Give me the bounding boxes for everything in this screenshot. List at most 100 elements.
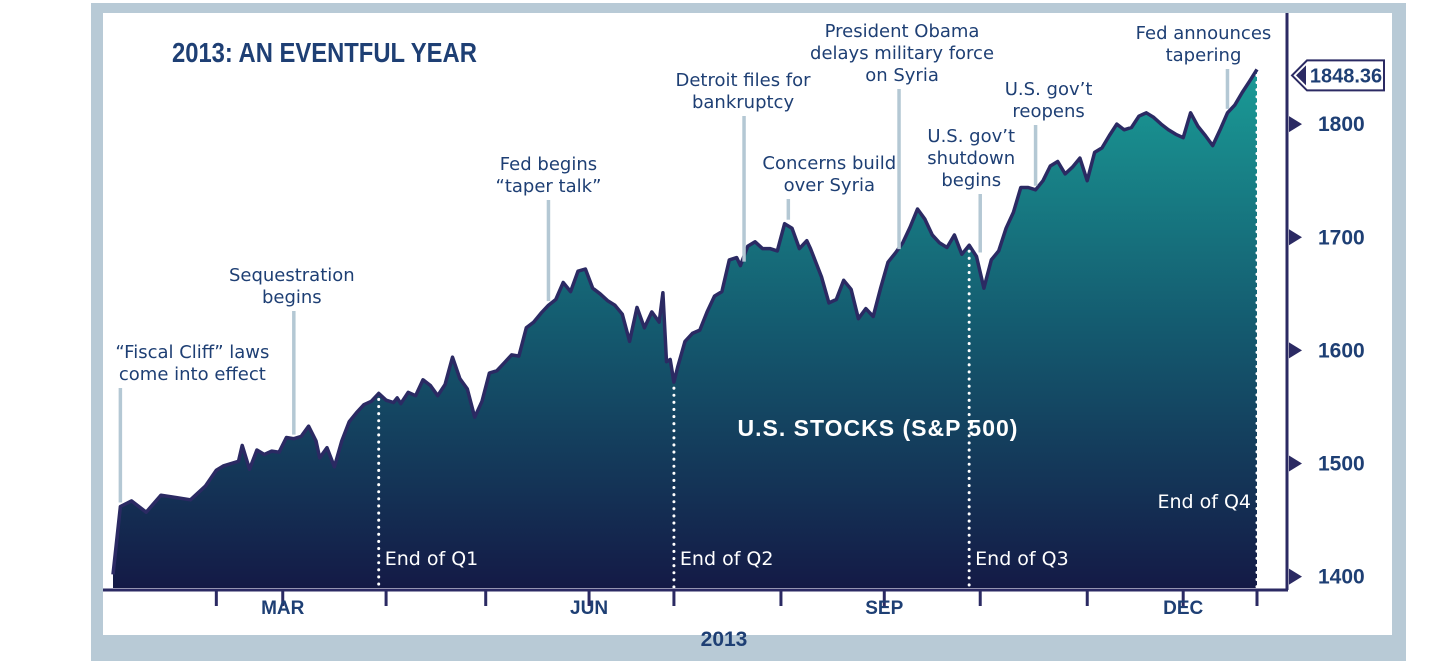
data-point-98 (843, 280, 844, 281)
data-point-60 (585, 268, 586, 269)
data-point-8 (216, 470, 217, 471)
data-point-16 (271, 451, 272, 452)
data-point-35 (400, 403, 401, 404)
data-point-140 (1153, 117, 1154, 118)
data-point-151 (1234, 104, 1235, 105)
series-label: U.S. STOCKS (S&P 500) (738, 415, 1019, 441)
data-point-141 (1161, 124, 1162, 125)
annotation-3-line-2: “taper talk” (496, 176, 602, 197)
data-point-72 (666, 361, 667, 362)
data-point-23 (319, 457, 320, 458)
data-point-51 (518, 356, 519, 357)
right-axis-panel (1287, 13, 1392, 635)
data-point-105 (895, 253, 896, 254)
data-point-78 (699, 330, 700, 331)
data-point-108 (917, 208, 918, 209)
data-point-45 (474, 417, 475, 418)
data-point-43 (459, 378, 460, 379)
data-point-30 (371, 401, 372, 402)
annotation-6-line-2: delays military force (810, 43, 994, 64)
data-point-125 (1042, 180, 1043, 181)
data-point-139 (1146, 112, 1147, 113)
quarter-label-4: End of Q4 (1157, 491, 1251, 513)
data-point-124 (1035, 189, 1036, 190)
data-point-91 (791, 228, 792, 229)
data-point-119 (998, 250, 999, 251)
data-point-24 (326, 447, 327, 448)
data-point-107 (910, 227, 911, 228)
data-point-47 (489, 372, 490, 373)
data-point-95 (821, 276, 822, 277)
data-point-97 (836, 299, 837, 300)
data-point-54 (541, 313, 542, 314)
data-point-48 (496, 370, 497, 371)
y-tick-label-1700: 1700 (1318, 226, 1365, 249)
quarter-label-1: End of Q1 (385, 548, 479, 570)
data-point-73 (670, 359, 671, 360)
data-point-126 (1050, 165, 1051, 166)
annotation-5-line-1: Concerns build (762, 153, 896, 174)
data-point-99 (851, 289, 852, 290)
data-point-13 (249, 469, 250, 470)
data-point-65 (622, 314, 623, 315)
data-point-59 (577, 271, 578, 272)
data-point-11 (238, 461, 239, 462)
data-point-132 (1094, 152, 1095, 153)
data-point-55 (548, 305, 549, 306)
data-point-92 (799, 248, 800, 249)
y-tick-label-1500: 1500 (1318, 453, 1365, 476)
data-point-76 (684, 341, 685, 342)
annotation-7-line-3: begins (941, 170, 1001, 191)
data-point-115 (969, 245, 970, 246)
data-point-28 (356, 412, 357, 413)
data-point-6 (190, 499, 191, 500)
annotation-9-line-1: Fed announces (1136, 23, 1272, 44)
data-point-18 (286, 437, 287, 438)
x-axis-label: 2013 (701, 628, 748, 651)
data-point-149 (1220, 129, 1221, 130)
data-point-116 (976, 256, 977, 257)
data-point-86 (755, 241, 756, 242)
data-point-2 (131, 500, 132, 501)
last-value-box (1290, 59, 1385, 92)
data-point-106 (902, 242, 903, 243)
data-point-62 (600, 293, 601, 294)
data-point-81 (721, 291, 722, 292)
data-point-41 (445, 384, 446, 385)
last-value-callout: 1848.36 (1290, 59, 1385, 92)
y-tick-marker-1700 (1289, 229, 1302, 246)
data-point-10 (231, 463, 232, 464)
data-point-80 (714, 296, 715, 297)
data-point-109 (924, 219, 925, 220)
data-point-113 (954, 234, 955, 235)
data-point-102 (873, 316, 874, 317)
chart-title: 2013: AN EVENTFUL YEAR (172, 36, 477, 68)
x-tick-label-mar: MAR (261, 598, 305, 619)
data-point-39 (430, 385, 431, 386)
data-point-33 (393, 402, 394, 403)
data-point-114 (961, 254, 962, 255)
data-point-153 (1249, 81, 1250, 82)
data-point-135 (1116, 124, 1117, 125)
data-point-14 (256, 449, 257, 450)
data-point-152 (1242, 92, 1243, 93)
last-value-pointer (1296, 65, 1306, 86)
data-point-40 (437, 395, 438, 396)
data-point-150 (1227, 112, 1228, 113)
data-point-61 (592, 288, 593, 289)
data-point-90 (784, 223, 785, 224)
data-point-93 (806, 240, 807, 241)
data-point-67 (636, 307, 637, 308)
data-point-50 (511, 354, 512, 355)
x-tick-label-jun: JUN (570, 598, 608, 619)
data-point-134 (1109, 135, 1110, 136)
data-point-44 (467, 388, 468, 389)
y-tick-marker-1500 (1289, 455, 1302, 472)
data-point-22 (315, 440, 316, 441)
data-point-146 (1197, 126, 1198, 127)
data-point-64 (614, 305, 615, 306)
data-point-144 (1183, 137, 1184, 138)
data-point-82 (729, 259, 730, 260)
data-point-120 (1006, 228, 1007, 229)
data-point-56 (555, 299, 556, 300)
